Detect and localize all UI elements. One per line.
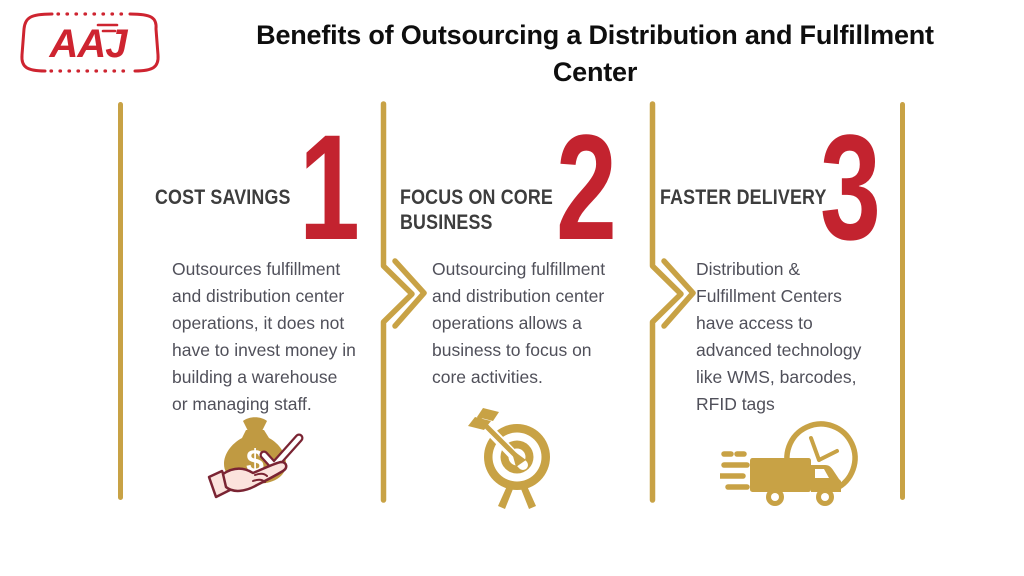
column-2-heading: FOCUS ON CORE BUSINESS — [400, 186, 553, 234]
money-bag-in-hand-icon: $ — [202, 410, 310, 520]
column-2-body: Outsourcing fulfillment and distribution… — [432, 259, 606, 387]
column-3-heading: FASTER DELIVERY — [660, 186, 827, 209]
aaj-logo: AAJ — [14, 9, 166, 77]
column-3-body: Distribution & Fulfillment Centers have … — [696, 259, 862, 414]
column-2-number: 2 — [556, 103, 617, 271]
column-1-number: 1 — [299, 103, 360, 271]
double-chevron-right-icon — [392, 258, 427, 329]
column-divider-line-left — [118, 102, 123, 500]
dart-target-icon — [466, 408, 568, 517]
fast-delivery-truck-icon — [717, 418, 868, 518]
page-title: Benefits of Outsourcing a Distribution a… — [256, 20, 934, 87]
column-3-number: 3 — [820, 103, 881, 271]
column-divider-line-right — [900, 102, 905, 500]
column-1-body: Outsources fulfillment and distribution … — [172, 259, 356, 414]
chevron-divider-1 — [380, 101, 427, 503]
aaj-logo-text: AAJ — [48, 22, 128, 66]
aaj-logo-frame: AAJ — [20, 12, 160, 73]
double-chevron-right-icon — [661, 258, 696, 329]
chevron-divider-2 — [649, 101, 696, 503]
column-1-heading: COST SAVINGS — [155, 186, 291, 209]
